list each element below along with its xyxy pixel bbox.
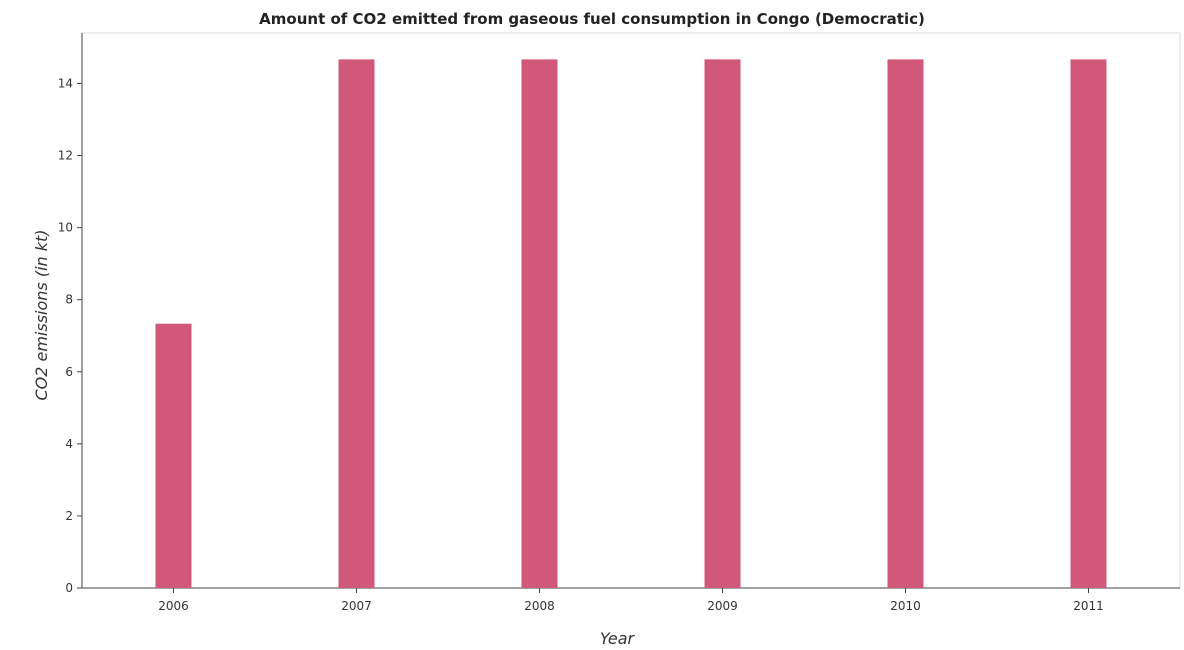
axes <box>81 32 1181 589</box>
bar-2010 <box>887 59 924 589</box>
bars <box>155 59 1107 589</box>
bar-2009 <box>704 59 741 589</box>
y-tick-label: 10 <box>58 221 73 235</box>
y-axis-title: CO2 emissions (in kt) <box>32 229 51 400</box>
y-ticks: 0 2 4 6 8 10 12 14 <box>58 76 82 595</box>
x-tick-label: 2007 <box>341 599 372 613</box>
y-tick-label: 8 <box>65 293 73 307</box>
x-tick-label: 2008 <box>524 599 555 613</box>
plot-area <box>81 32 1181 589</box>
y-tick-label: 4 <box>65 437 73 451</box>
x-tick-label: 2006 <box>158 599 189 613</box>
bar-2008 <box>521 59 558 589</box>
y-tick-label: 12 <box>58 149 73 163</box>
x-tick-label: 2011 <box>1073 599 1104 613</box>
chart-title: Amount of CO2 emitted from gaseous fuel … <box>259 10 925 28</box>
x-ticks: 2006 2007 2008 2009 2010 2011 <box>158 588 1104 613</box>
y-tick-label: 2 <box>65 509 73 523</box>
y-tick-label: 0 <box>65 581 73 595</box>
bar-2011 <box>1070 59 1107 589</box>
x-tick-label: 2009 <box>707 599 738 613</box>
x-tick-label: 2010 <box>890 599 921 613</box>
y-tick-label: 6 <box>65 365 73 379</box>
x-axis-title: Year <box>600 629 636 648</box>
y-tick-label: 14 <box>58 76 73 90</box>
bar-2007 <box>338 59 375 589</box>
bar-2006 <box>155 323 192 588</box>
